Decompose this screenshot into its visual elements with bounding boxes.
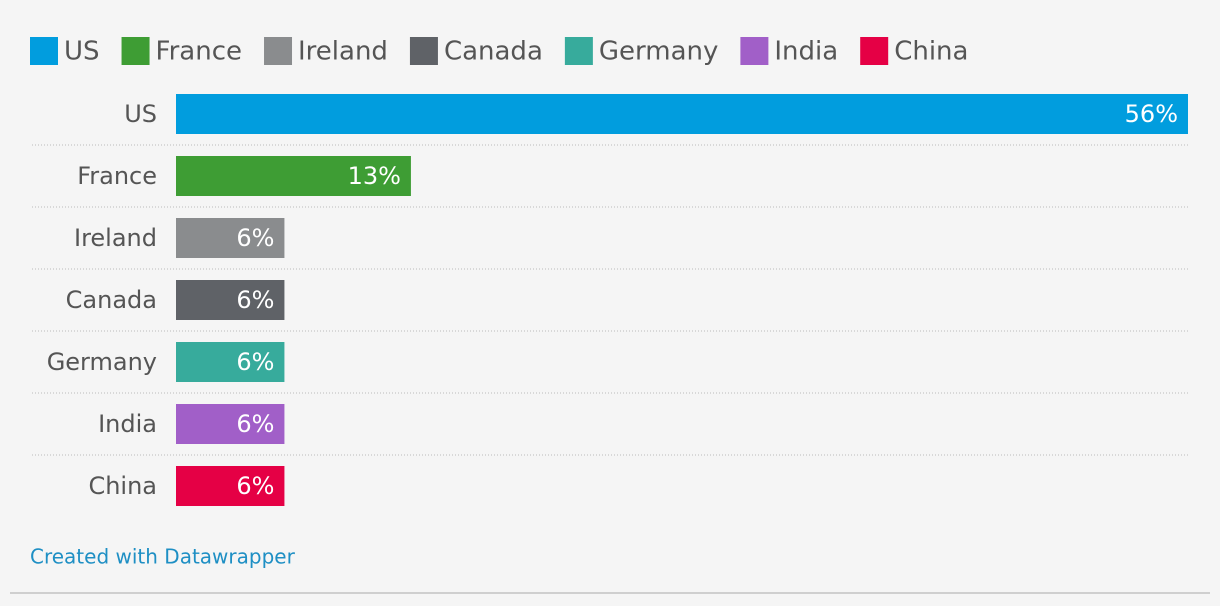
category-label: Ireland: [74, 224, 157, 252]
bar: [176, 280, 285, 320]
legend-swatch: [860, 37, 889, 65]
bar: [176, 156, 411, 196]
value-label: 13%: [348, 162, 401, 190]
legend-swatch: [564, 37, 593, 65]
value-label: 6%: [236, 410, 274, 438]
bar: [176, 94, 1188, 134]
category-label: China: [88, 472, 157, 500]
category-label: US: [124, 100, 157, 128]
value-label: 6%: [236, 472, 274, 500]
category-label: India: [98, 410, 157, 438]
value-label: 6%: [236, 286, 274, 314]
legend-label: China: [894, 37, 968, 67]
bar: [176, 218, 285, 258]
legend-label: Germany: [599, 37, 719, 67]
bar: [176, 404, 285, 444]
category-label: Germany: [47, 348, 157, 376]
value-label: 6%: [236, 224, 274, 252]
legend-label: India: [774, 37, 838, 67]
bar: [176, 466, 285, 506]
legend-swatch: [409, 37, 438, 65]
value-label: 56%: [1125, 100, 1178, 128]
legend-swatch: [121, 37, 150, 65]
legend-swatch: [264, 37, 293, 65]
legend-label: Ireland: [298, 37, 388, 67]
value-label: 6%: [236, 348, 274, 376]
credit[interactable]: Created with Datawrapper: [30, 545, 296, 569]
category-label: Canada: [66, 286, 157, 314]
category-label: France: [77, 162, 157, 190]
legend-label: Canada: [444, 37, 543, 67]
legend-label: US: [64, 37, 100, 67]
legend-label: France: [156, 37, 242, 67]
legend-swatch: [30, 37, 58, 65]
bar: [176, 342, 285, 382]
legend-swatch: [740, 37, 769, 65]
